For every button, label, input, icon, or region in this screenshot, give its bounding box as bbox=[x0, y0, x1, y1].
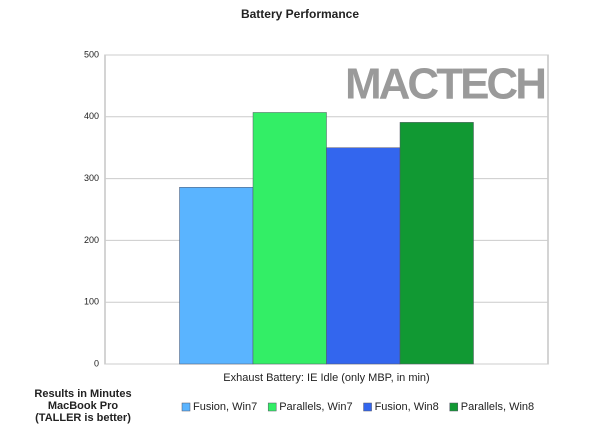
annotation: Results in Minutes bbox=[34, 388, 131, 400]
y-tick-label: 100 bbox=[84, 297, 99, 307]
bar bbox=[252, 112, 327, 365]
annotation: (TALLER is better) bbox=[35, 412, 131, 424]
y-tick-label: 500 bbox=[84, 49, 99, 59]
legend-swatch bbox=[449, 402, 459, 412]
y-tick-label: 0 bbox=[94, 358, 99, 368]
y-tick-label: 200 bbox=[84, 235, 99, 245]
legend-label: Parallels, Win8 bbox=[461, 401, 534, 413]
logo: MACTECH bbox=[345, 60, 544, 109]
y-tick-label: 300 bbox=[84, 173, 99, 183]
legend-label: Fusion, Win7 bbox=[193, 401, 257, 413]
bar bbox=[326, 147, 401, 365]
legend-swatch bbox=[267, 402, 277, 412]
x-tick-label: Exhaust Battery: IE Idle (only MBP, in m… bbox=[223, 372, 429, 384]
legend-swatch bbox=[363, 402, 372, 412]
legend-label: Fusion, Win8 bbox=[375, 401, 439, 413]
chart-title: Battery Performance bbox=[241, 7, 359, 21]
annotation: MacBook Pro bbox=[48, 400, 119, 412]
legend-label: Parallels, Win7 bbox=[279, 401, 352, 413]
legend-swatch bbox=[181, 402, 191, 412]
bar bbox=[179, 187, 254, 365]
bar bbox=[399, 122, 474, 365]
y-tick-label: 400 bbox=[84, 111, 99, 121]
